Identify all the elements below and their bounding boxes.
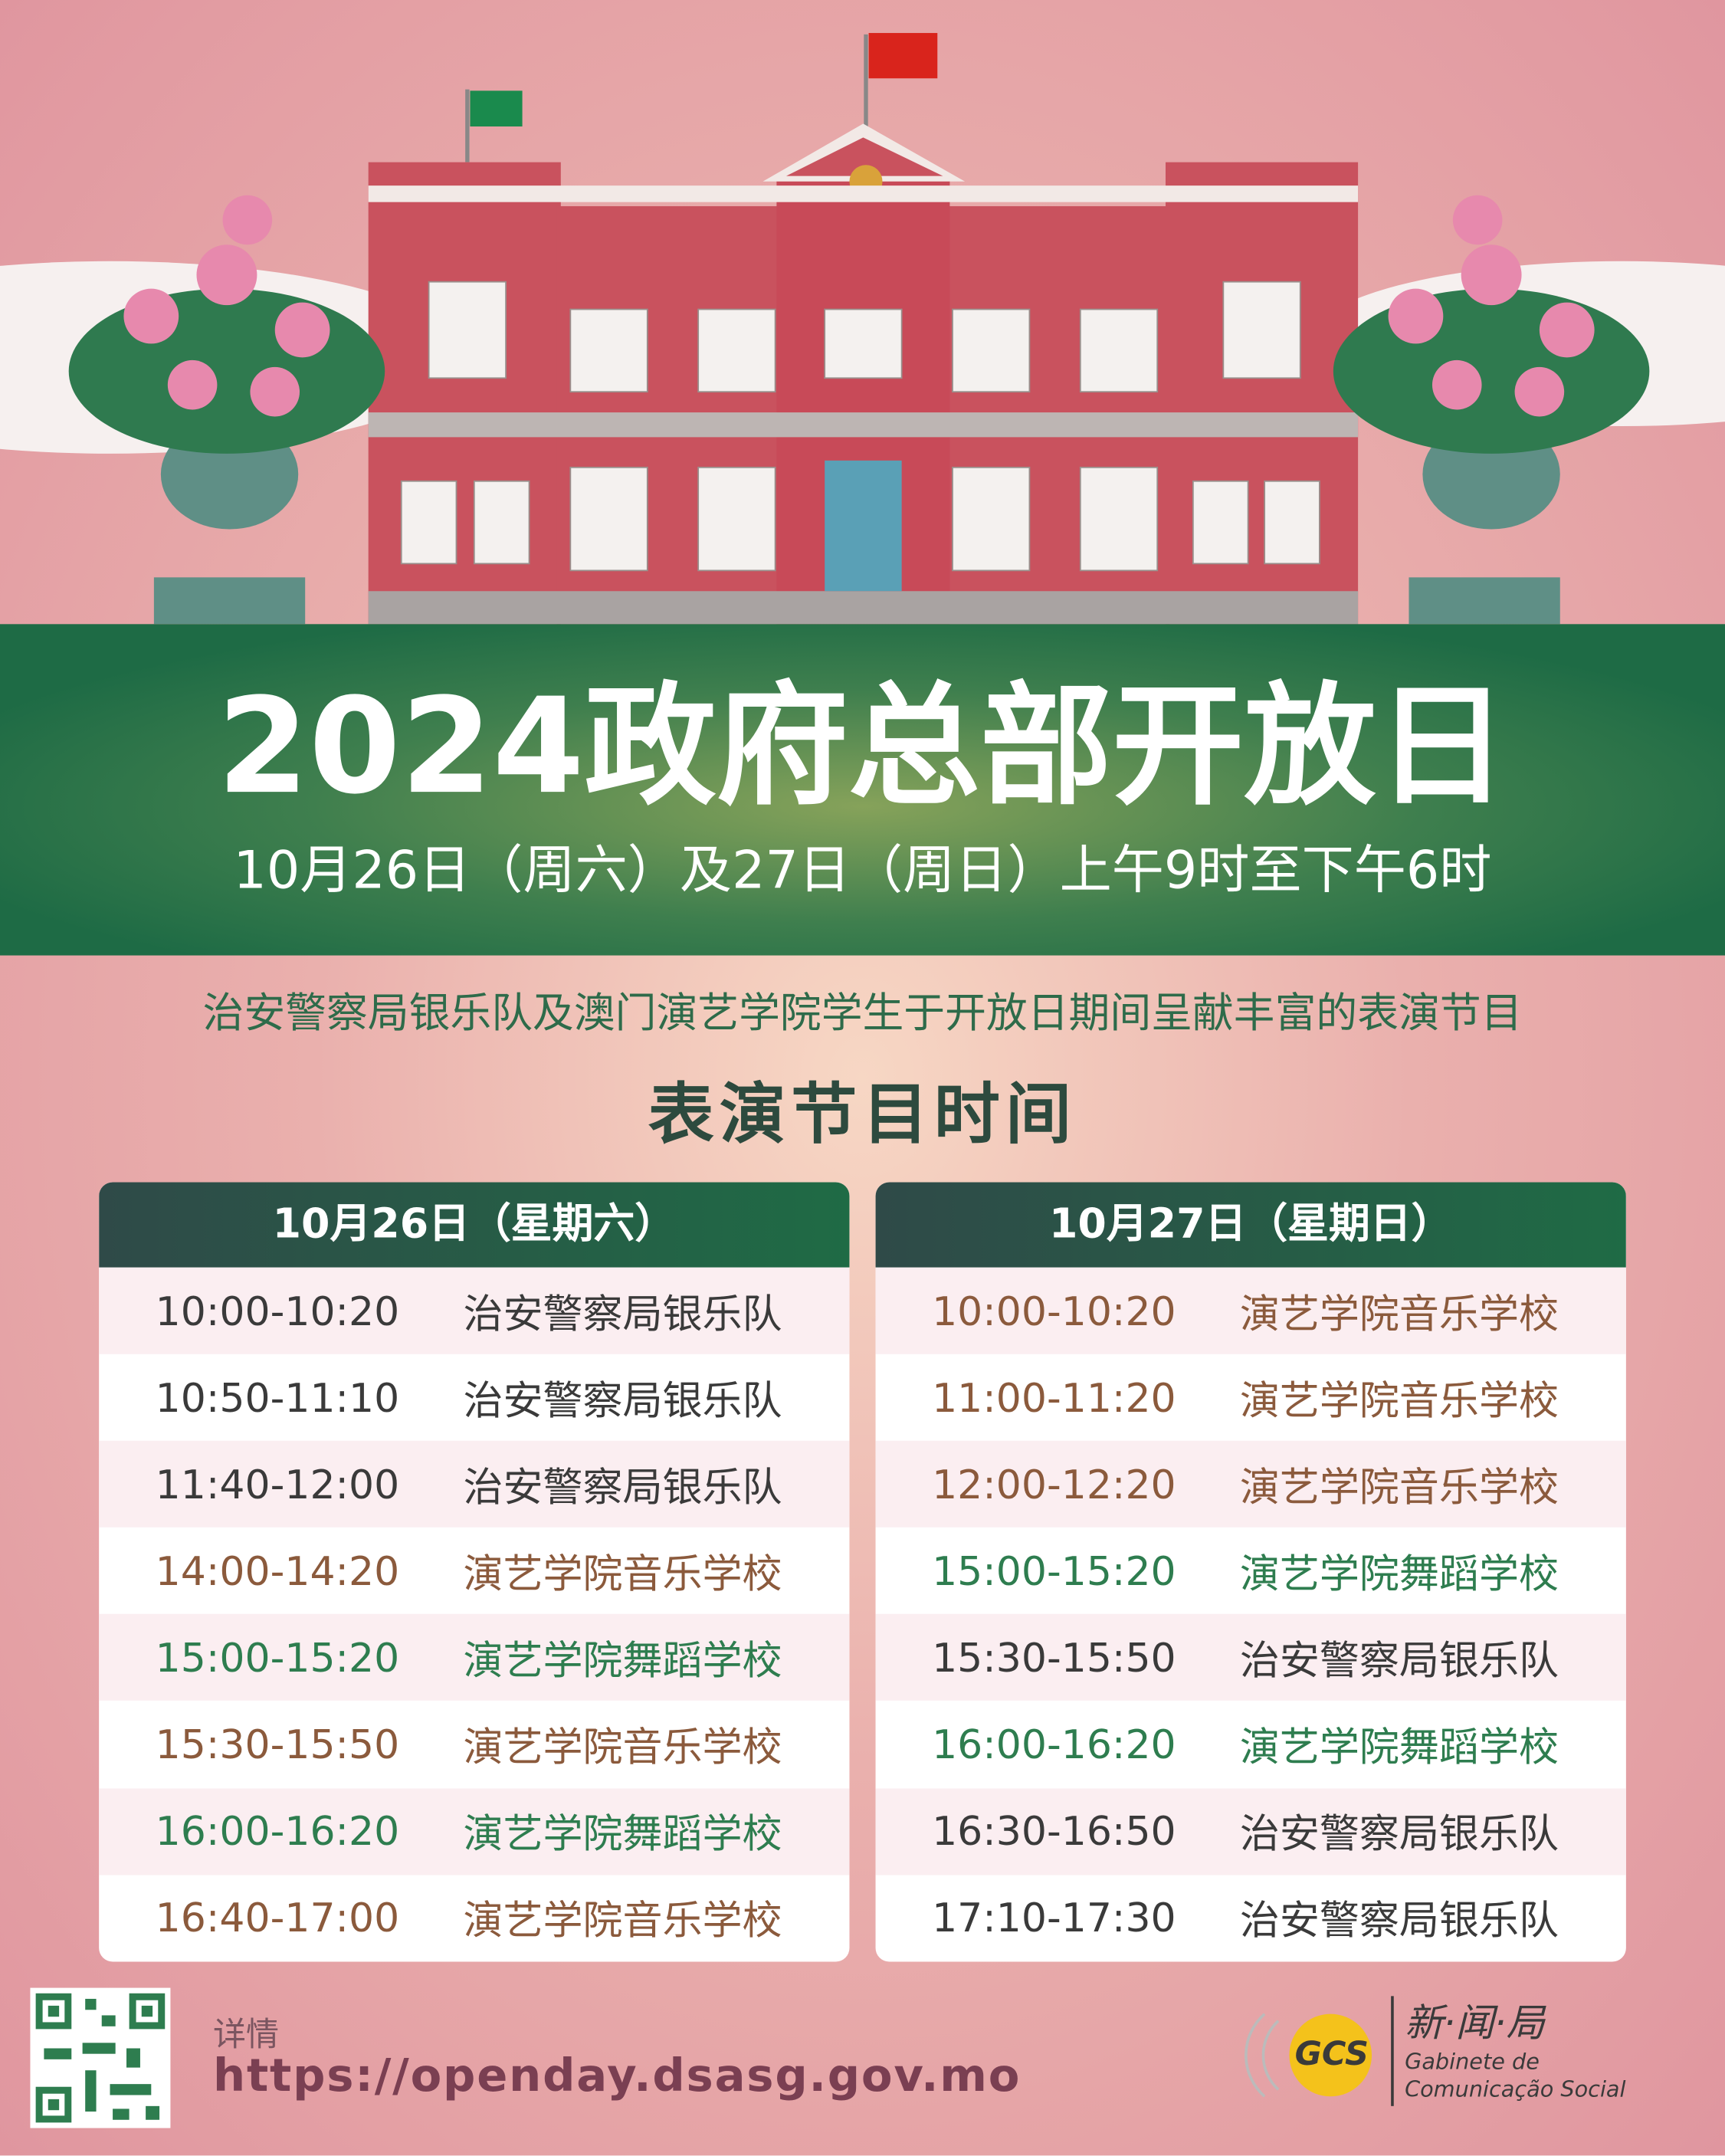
intro: 治安警察局银乐队及澳门演艺学院学生于开放日期间呈献丰富的表演节目	[202, 989, 1523, 1039]
table-heading: 10月26日（星期六）	[99, 1182, 850, 1268]
table-row: 12:00-12:20 演艺学院音乐学校	[875, 1441, 1626, 1528]
title-band	[0, 624, 1725, 956]
table-row: 16:40-17:00 演艺学院音乐学校	[99, 1875, 849, 1961]
url[interactable]: https://openday.dsasg.gov.mo	[213, 2048, 1022, 2102]
schedule-table: 10月26日（星期六） 10:00-10:20 治安警察局银乐队 10:50-11:1…	[99, 1182, 850, 1962]
time: 15:00-15:20	[155, 1634, 400, 1682]
table-row: 10:00-10:20 演艺学院音乐学校	[875, 1267, 1626, 1354]
performer: 治安警察局银乐队	[1239, 1810, 1559, 1858]
time: 11:00-11:20	[932, 1373, 1176, 1421]
table-heading: 10月27日（星期日）	[875, 1182, 1626, 1268]
time: 11:40-12:00	[155, 1461, 400, 1508]
time: 12:00-12:20	[932, 1461, 1176, 1508]
logo-graphic	[1245, 2013, 1372, 2098]
table-row: 15:00-15:20 演艺学院舞蹈学校	[876, 1528, 1626, 1614]
logo-mark: GCS	[1294, 2034, 1369, 2073]
table-row: 15:30-15:50 演艺学院音乐学校	[99, 1702, 849, 1788]
qr-pattern	[35, 1993, 166, 2123]
table-row: 17:10-17:30 治安警察局银乐队	[876, 1875, 1626, 1961]
performer: 演艺学院舞蹈学校	[463, 1810, 782, 1858]
logo: GCS 新·闻·局 Gabinete de Comunicação Social	[1237, 1994, 1677, 2110]
table-row: 16:00-16:20 演艺学院舞蹈学校	[876, 1702, 1626, 1788]
performer: 治安警察局银乐队	[1239, 1637, 1559, 1685]
table-row: 11:40-12:00 治安警察局银乐队	[99, 1441, 850, 1528]
time: 10:00-10:20	[932, 1287, 1176, 1334]
performer: 演艺学院音乐学校	[1239, 1377, 1559, 1424]
performer: 演艺学院音乐学校	[1239, 1463, 1559, 1511]
time: 10:50-11:10	[155, 1373, 400, 1421]
performer: 演艺学院舞蹈学校	[1239, 1724, 1559, 1771]
building-illustration	[0, 33, 1725, 625]
subtitle: 10月26日（周六）及27日（周日）上午9时至下午6时	[233, 839, 1492, 901]
title: 2024政府总部开放日	[217, 669, 1508, 824]
performer: 治安警察局银乐队	[463, 1463, 782, 1511]
table-row: 14:00-14:20 演艺学院音乐学校	[99, 1528, 849, 1614]
table-row: 15:30-15:50 治安警察局银乐队	[875, 1614, 1626, 1702]
performer: 演艺学院舞蹈学校	[463, 1637, 782, 1685]
table-row: 10:00-10:20 治安警察局银乐队	[99, 1267, 850, 1354]
performer: 演艺学院音乐学校	[463, 1724, 782, 1771]
logo-name: 新·闻·局	[1405, 2000, 1545, 2046]
performer: 演艺学院舞蹈学校	[1239, 1550, 1559, 1597]
performer: 治安警察局银乐队	[1239, 1897, 1559, 1944]
time: 15:00-15:20	[932, 1547, 1176, 1595]
qr-code	[30, 1987, 171, 2128]
table-body: 10:00-10:20 演艺学院音乐学校 11:00-11:20 演艺学院音乐学校 12…	[875, 1267, 1626, 1961]
table-row: 10:50-11:10 治安警察局银乐队	[99, 1354, 849, 1441]
performer: 演艺学院音乐学校	[1239, 1290, 1559, 1337]
time: 16:00-16:20	[932, 1721, 1176, 1768]
time: 10:00-10:20	[155, 1287, 400, 1334]
table-row: 11:00-11:20 演艺学院音乐学校	[876, 1354, 1626, 1441]
logo-line2: Comunicação Social	[1405, 2076, 1626, 2102]
performer: 演艺学院音乐学校	[463, 1550, 782, 1597]
table-row: 15:00-15:20 演艺学院舞蹈学校	[99, 1614, 850, 1702]
performer: 治安警察局银乐队	[463, 1290, 782, 1337]
performer: 治安警察局银乐队	[463, 1377, 782, 1424]
time: 16:30-16:50	[932, 1807, 1176, 1855]
time: 15:30-15:50	[932, 1634, 1176, 1682]
time: 14:00-14:20	[155, 1547, 400, 1595]
table-row: 16:00-16:20 演艺学院舞蹈学校	[99, 1787, 850, 1875]
logo-line1: Gabinete de	[1405, 2048, 1540, 2075]
logo-divider	[1391, 1996, 1394, 2106]
time: 15:30-15:50	[155, 1721, 400, 1768]
time: 16:00-16:20	[155, 1807, 400, 1855]
table-body: 10:00-10:20 治安警察局银乐队 10:50-11:10 治安警察局银乐队 11…	[99, 1267, 850, 1961]
schedule-title: 表演节目时间	[648, 1076, 1077, 1153]
table-row: 16:30-16:50 治安警察局银乐队	[875, 1787, 1626, 1875]
performer: 演艺学院音乐学校	[463, 1897, 782, 1944]
time: 16:40-17:00	[155, 1894, 400, 1941]
schedule-table: 10月27日（星期日） 10:00-10:20 演艺学院音乐学校 11:00-11:2…	[875, 1182, 1626, 1962]
details-label: 详情	[213, 2015, 280, 2054]
time: 17:10-17:30	[932, 1894, 1176, 1941]
